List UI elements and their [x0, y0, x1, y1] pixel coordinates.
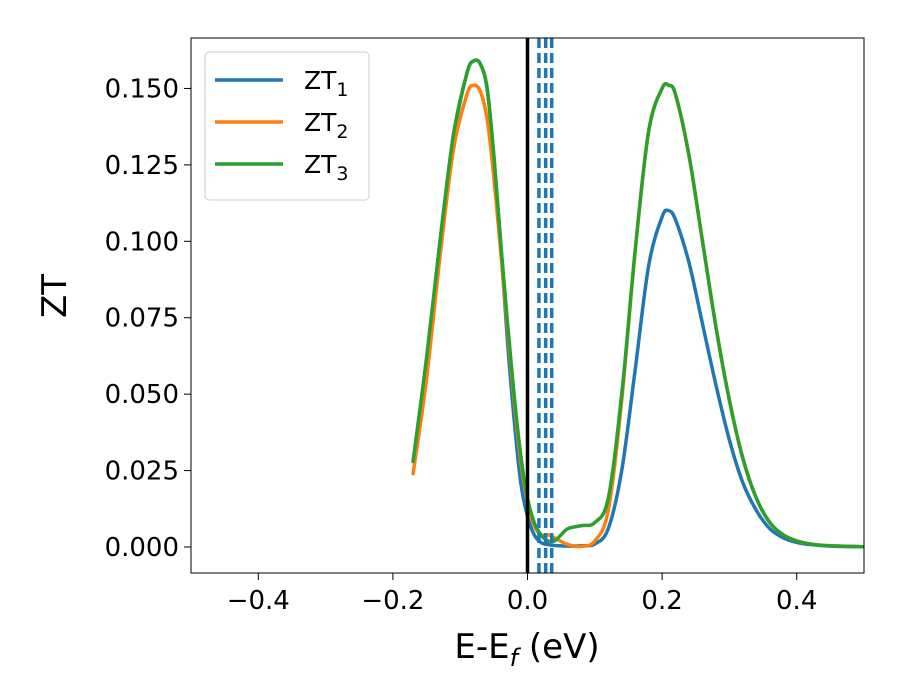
vertical-lines — [525, 38, 554, 573]
series-line-zt3 — [411, 58, 864, 549]
y-tick-label: 0.150 — [105, 74, 179, 104]
y-tick-label: 0.075 — [105, 304, 179, 334]
series-line-zt1 — [411, 58, 864, 549]
y-tick-label: 0.100 — [105, 227, 179, 257]
y-axis-ticks: 0.000 0.025 0.050 0.075 0.100 0.125 0.150 — [105, 74, 191, 563]
x-axis-label: E-Ef (eV) — [454, 627, 599, 672]
x-tick-label: 0.4 — [776, 586, 817, 616]
legend-label-zt1: ZT1 — [304, 66, 349, 101]
series-layer — [411, 58, 864, 549]
x-tick-label: −0.2 — [361, 586, 424, 616]
y-tick-label: 0.025 — [105, 457, 179, 487]
y-tick-label: 0.050 — [105, 380, 179, 410]
x-tick-label: −0.4 — [227, 586, 290, 616]
series-line-zt2 — [411, 81, 864, 549]
x-axis-ticks: −0.4 −0.2 0.0 0.2 0.4 — [227, 573, 817, 616]
legend-label-zt3: ZT3 — [304, 150, 349, 185]
y-axis-label: ZT — [35, 274, 75, 318]
legend: ZT1 ZT2 ZT3 — [204, 51, 370, 201]
legend-label-zt2: ZT2 — [304, 108, 349, 143]
y-tick-label: 0.000 — [105, 533, 179, 563]
x-tick-label: 0.0 — [507, 586, 548, 616]
x-tick-label: 0.2 — [641, 586, 682, 616]
y-tick-label: 0.125 — [105, 151, 179, 181]
